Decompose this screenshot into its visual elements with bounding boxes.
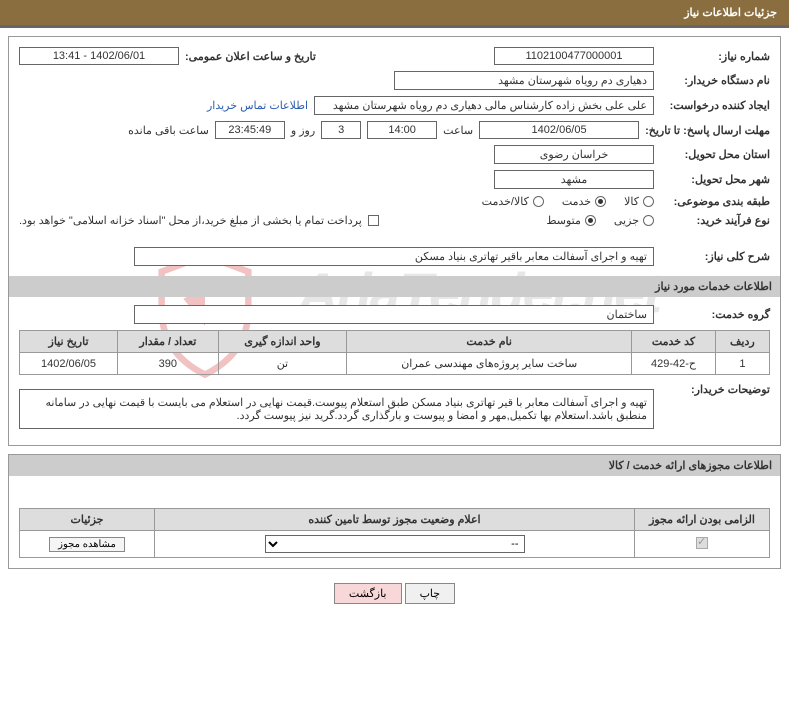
buyer-note-label: توضیحات خریدار: bbox=[660, 383, 770, 396]
radio-small[interactable] bbox=[643, 215, 654, 226]
table-row: 1 ح-42-429 ساخت سایر پروژه‌های مهندسی عم… bbox=[20, 353, 770, 375]
back-button[interactable]: بازگشت bbox=[334, 583, 402, 604]
countdown-field: 23:45:49 bbox=[215, 121, 285, 139]
buyer-label: نام دستگاه خریدار: bbox=[660, 74, 770, 87]
process-label: نوع فرآیند خرید: bbox=[660, 214, 770, 227]
announce-field: 1402/06/01 - 13:41 bbox=[19, 47, 179, 65]
services-table: ردیف کد خدمت نام خدمت واحد اندازه گیری ت… bbox=[19, 330, 770, 375]
th-qty: تعداد / مقدار bbox=[118, 331, 219, 353]
city-label: شهر محل تحویل: bbox=[660, 173, 770, 186]
announce-label: تاریخ و ساعت اعلان عمومی: bbox=[185, 50, 316, 63]
remaining-label: ساعت باقی مانده bbox=[128, 124, 209, 137]
status-select[interactable]: -- bbox=[265, 535, 525, 553]
day-label: روز و bbox=[291, 124, 315, 137]
radio-goods-label: کالا bbox=[624, 195, 639, 208]
category-label: طبقه بندی موضوعی: bbox=[660, 195, 770, 208]
license-table: الزامی بودن ارائه مجوز اعلام وضعیت مجوز … bbox=[19, 508, 770, 558]
radio-goods[interactable] bbox=[643, 196, 654, 207]
license-section-header: اطلاعات مجوزهای ارائه خدمت / کالا bbox=[9, 455, 780, 476]
buyer-field: دهیاری دم رویاه شهرستان مشهد bbox=[394, 71, 654, 90]
radio-service-label: خدمت bbox=[562, 195, 591, 208]
radio-service[interactable] bbox=[595, 196, 606, 207]
th-name: نام خدمت bbox=[347, 331, 632, 353]
lic-th1: الزامی بودن ارائه مجوز bbox=[635, 509, 770, 531]
deadline-date-field: 1402/06/05 bbox=[479, 121, 639, 139]
td-qty: 390 bbox=[118, 353, 219, 375]
radio-medium-label: متوسط bbox=[546, 214, 581, 227]
services-section-header: اطلاعات خدمات مورد نیاز bbox=[9, 276, 780, 297]
service-group-field: ساختمان bbox=[134, 305, 654, 324]
summary-label: شرح کلی نیاز: bbox=[660, 250, 770, 263]
contact-link[interactable]: اطلاعات تماس خریدار bbox=[207, 99, 308, 112]
radio-both-label: کالا/خدمت bbox=[482, 195, 529, 208]
need-number-label: شماره نیاز: bbox=[660, 50, 770, 63]
license-row: -- مشاهده مجوز bbox=[20, 531, 770, 558]
license-panel: اطلاعات مجوزهای ارائه خدمت / کالا الزامی… bbox=[8, 454, 781, 569]
th-date: تاریخ نیاز bbox=[20, 331, 118, 353]
th-unit: واحد اندازه گیری bbox=[218, 331, 347, 353]
radio-small-label: جزیی bbox=[614, 214, 639, 227]
page-header: جزئیات اطلاعات نیاز bbox=[0, 0, 789, 28]
service-group-label: گروه خدمت: bbox=[660, 308, 770, 321]
view-license-button[interactable]: مشاهده مجوز bbox=[49, 537, 125, 552]
lic-th2: اعلام وضعیت مجوز توسط تامین کننده bbox=[155, 509, 635, 531]
radio-medium[interactable] bbox=[585, 215, 596, 226]
province-label: استان محل تحویل: bbox=[660, 148, 770, 161]
requester-label: ایجاد کننده درخواست: bbox=[660, 99, 770, 112]
td-code: ح-42-429 bbox=[632, 353, 716, 375]
payment-checkbox[interactable] bbox=[368, 215, 379, 226]
time-label: ساعت bbox=[443, 124, 473, 137]
mandatory-checkbox bbox=[696, 537, 708, 549]
province-field: خراسان رضوی bbox=[494, 145, 654, 164]
city-field: مشهد bbox=[494, 170, 654, 189]
td-date: 1402/06/05 bbox=[20, 353, 118, 375]
buyer-note-box: تهیه و اجرای آسفالت معابر با قیر تهاتری … bbox=[19, 389, 654, 429]
td-name: ساخت سایر پروژه‌های مهندسی عمران bbox=[347, 353, 632, 375]
td-row: 1 bbox=[715, 353, 769, 375]
print-button[interactable]: چاپ bbox=[405, 583, 456, 604]
lic-th3: جزئیات bbox=[20, 509, 155, 531]
main-panel: شماره نیاز: 1102100477000001 تاریخ و ساع… bbox=[8, 36, 781, 446]
radio-both[interactable] bbox=[533, 196, 544, 207]
deadline-label: مهلت ارسال پاسخ: تا تاریخ: bbox=[645, 124, 770, 137]
payment-note: پرداخت تمام یا بخشی از مبلغ خرید،از محل … bbox=[19, 214, 362, 227]
requester-field: علی علی بخش زاده کارشناس مالی دهیاری دم … bbox=[314, 96, 654, 115]
th-row: ردیف bbox=[715, 331, 769, 353]
need-number-field: 1102100477000001 bbox=[494, 47, 654, 65]
td-unit: تن bbox=[218, 353, 347, 375]
th-code: کد خدمت bbox=[632, 331, 716, 353]
deadline-time-field: 14:00 bbox=[367, 121, 437, 139]
day-count-field: 3 bbox=[321, 121, 361, 139]
summary-field: تهیه و اجرای آسفالت معابر باقیر تهاتری ب… bbox=[134, 247, 654, 266]
